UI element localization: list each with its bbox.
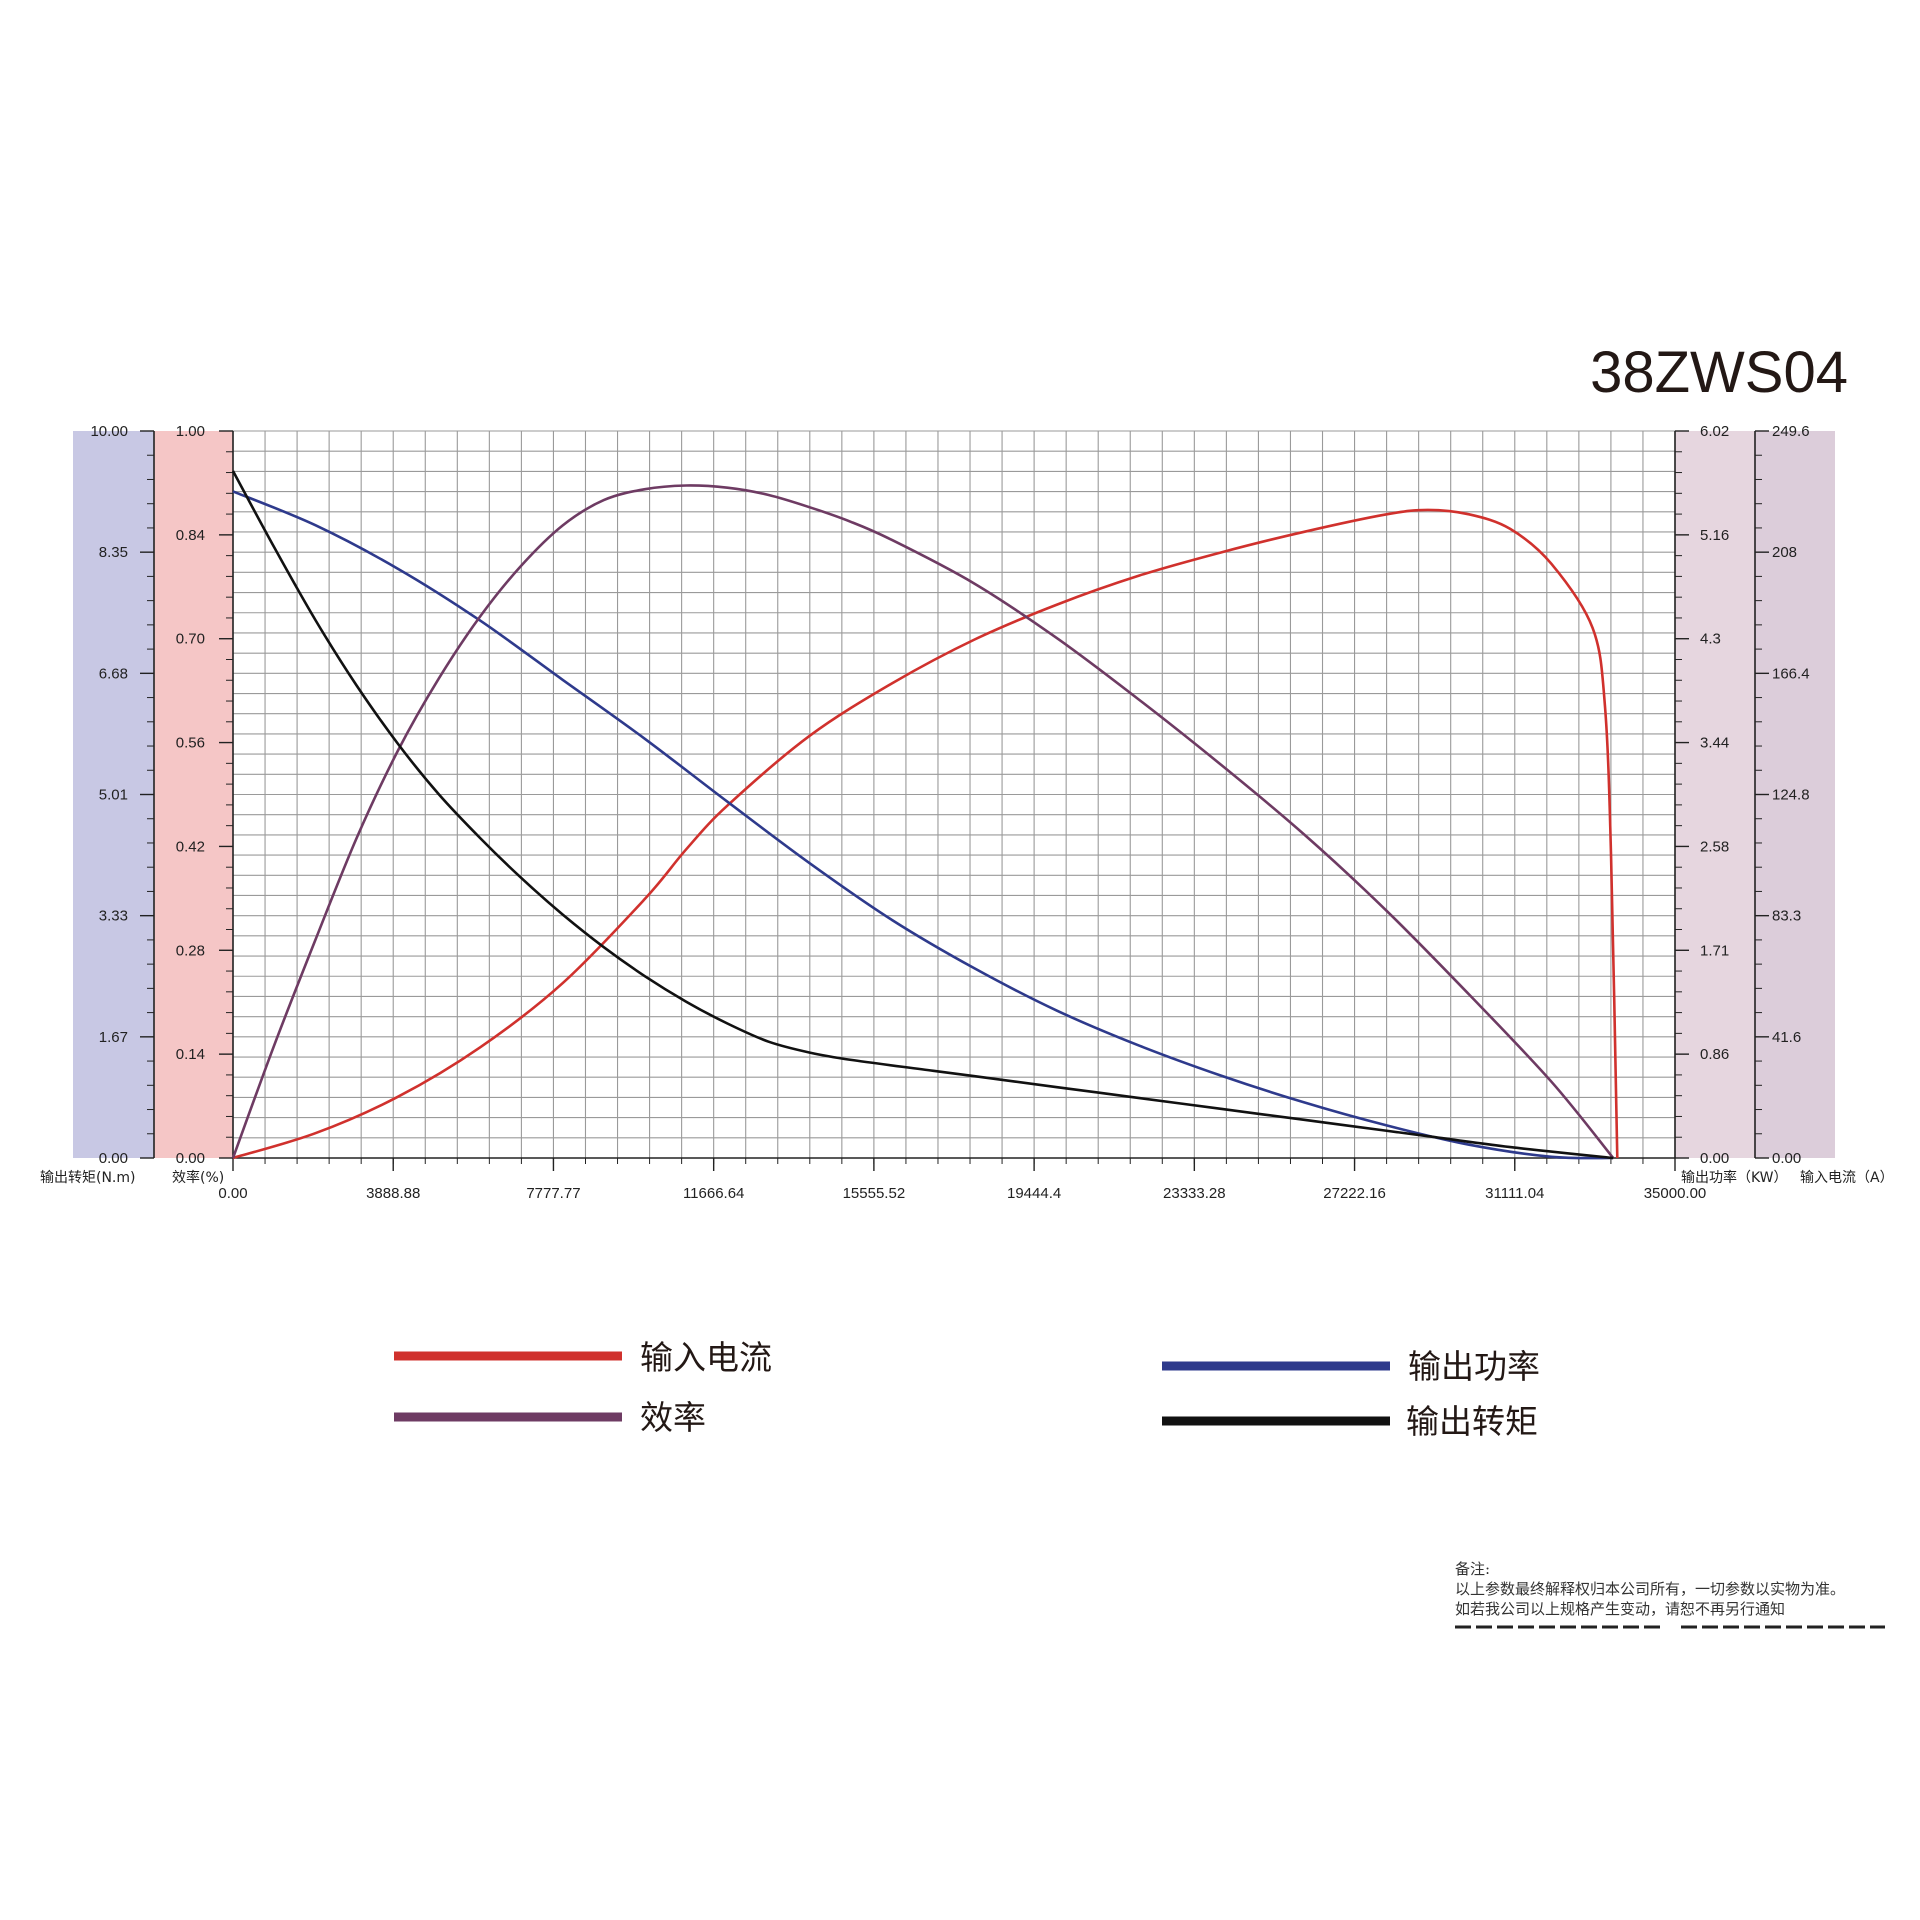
- efficiency-tick-label: 0.70: [176, 631, 205, 648]
- torque-tick-label: 5.01: [99, 787, 128, 804]
- current-tick-label: 41.6: [1772, 1029, 1801, 1046]
- power-axis-title: 输出功率（KW）: [1681, 1169, 1788, 1186]
- power-tick-label: 0.86: [1700, 1046, 1729, 1063]
- current-tick-label: 124.8: [1772, 787, 1810, 804]
- x-tick-label: 0.00: [218, 1185, 247, 1202]
- power-tick-label: 6.02: [1700, 423, 1729, 440]
- chart-axes: 0.00 3888.88 7777.77 11666.64 15555.52 19444.…: [40, 423, 1894, 1202]
- legend-label-power: 输出功率: [1408, 1347, 1540, 1386]
- efficiency-axis-title: 效率(%): [172, 1169, 224, 1186]
- series-efficiency-line: [231, 484, 1615, 1159]
- note-line-2: 如若我公司以上规格产生变动，请恕不再另行通知: [1455, 1600, 1785, 1618]
- x-tick-label: 7777.77: [526, 1185, 580, 1202]
- x-tick-label: 31111.04: [1485, 1185, 1544, 1202]
- efficiency-tick-label: 0.42: [176, 838, 205, 855]
- x-tick-label: 19444.4: [1007, 1185, 1061, 1202]
- torque-tick-label: 10.00: [90, 423, 128, 440]
- current-tick-label: 166.4: [1772, 665, 1810, 682]
- current-tick-label: 0.00: [1772, 1150, 1801, 1167]
- current-tick-label: 208: [1772, 544, 1797, 561]
- efficiency-axis-band: [154, 431, 233, 1158]
- current-tick-label: 249.6: [1772, 423, 1810, 440]
- current-tick-label: 83.3: [1772, 908, 1801, 925]
- x-tick-label: 11666.64: [683, 1185, 744, 1202]
- power-tick-label: 0.00: [1700, 1150, 1729, 1167]
- current-axis-title: 输入电流（A）: [1800, 1170, 1894, 1186]
- efficiency-tick-label: 0.28: [176, 942, 205, 959]
- x-tick-label: 23333.28: [1163, 1185, 1226, 1202]
- chart-series: [231, 470, 1619, 1160]
- efficiency-tick-label: 0.84: [176, 527, 205, 544]
- x-tick-label: 35000.00: [1644, 1185, 1707, 1202]
- x-tick-label: 3888.88: [366, 1185, 420, 1202]
- torque-tick-label: 8.35: [99, 544, 128, 561]
- power-tick-label: 3.44: [1700, 735, 1729, 752]
- series-torque-line: [231, 470, 1614, 1160]
- efficiency-tick-label: 0.14: [176, 1046, 205, 1063]
- efficiency-tick-label: 0.56: [176, 735, 205, 752]
- power-tick-label: 1.71: [1700, 942, 1729, 959]
- torque-tick-label: 6.68: [99, 665, 128, 682]
- legend-label-efficiency: 效率: [640, 1398, 706, 1437]
- note-heading: 备注:: [1455, 1560, 1490, 1578]
- legend-label-current: 输入电流: [640, 1338, 772, 1377]
- efficiency-tick-label: 0.00: [176, 1150, 205, 1167]
- legend-label-torque: 输出转矩: [1406, 1402, 1538, 1441]
- series-power-line: [232, 490, 1614, 1160]
- torque-axis-title: 输出转矩(N.m): [40, 1170, 135, 1186]
- power-axis-band: [1675, 431, 1755, 1158]
- power-tick-label: 2.58: [1700, 838, 1729, 855]
- footnote: 备注: 以上参数最终解释权归本公司所有，一切参数以实物为准。 如若我公司以上规格…: [1455, 1560, 1885, 1629]
- torque-tick-label: 3.33: [99, 908, 128, 925]
- note-line-1: 以上参数最终解释权归本公司所有，一切参数以实物为准。: [1455, 1580, 1845, 1598]
- efficiency-tick-label: 1.00: [176, 423, 205, 440]
- torque-tick-label: 1.67: [99, 1029, 128, 1046]
- x-tick-label: 15555.52: [843, 1185, 906, 1202]
- x-tick-label: 27222.16: [1323, 1185, 1386, 1202]
- chart-grid: [232, 430, 1676, 1159]
- series-current-line: [232, 508, 1619, 1160]
- power-tick-label: 5.16: [1700, 527, 1729, 544]
- torque-tick-label: 0.00: [99, 1150, 128, 1167]
- chart-title: 38ZWS04: [1590, 340, 1848, 405]
- power-tick-label: 4.3: [1700, 631, 1721, 648]
